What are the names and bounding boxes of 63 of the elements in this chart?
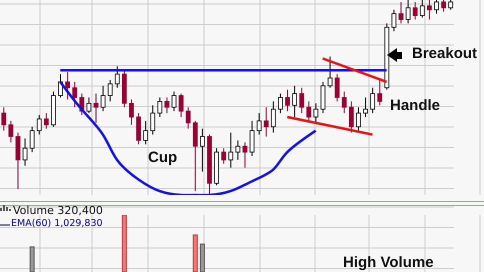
candlestick <box>100 85 106 112</box>
candlestick <box>178 93 184 118</box>
candlestick <box>36 114 42 136</box>
candlestick <box>235 140 240 160</box>
candlestick <box>30 126 35 153</box>
candlestick <box>228 132 234 168</box>
candlestick <box>65 72 70 100</box>
candlestick <box>278 93 283 114</box>
candlestick <box>412 1 418 20</box>
candlestick <box>22 138 28 166</box>
candlestick <box>221 148 226 164</box>
candlestick <box>16 132 20 190</box>
candlestick <box>150 104 156 136</box>
candlestick <box>427 0 432 20</box>
candlestick <box>377 78 382 106</box>
candlestick <box>299 87 304 114</box>
candlestick <box>285 89 290 112</box>
candlestick <box>114 66 120 88</box>
candlestick <box>256 112 262 136</box>
candlestick <box>370 87 376 114</box>
candlestick <box>172 91 176 112</box>
candlestick <box>306 100 312 122</box>
candlestick <box>250 120 254 156</box>
annotation: EMA(60) 1,029,830 <box>11 218 103 229</box>
bar <box>192 234 198 272</box>
candlestick <box>392 9 396 32</box>
annotation: Cup <box>148 149 178 166</box>
bar <box>200 244 205 272</box>
candlestick <box>356 106 361 132</box>
candlestick <box>8 120 14 143</box>
candlestick <box>157 97 162 118</box>
candlestick <box>136 112 141 145</box>
candlestick <box>348 100 354 134</box>
candlestick <box>320 81 326 114</box>
candlestick <box>108 79 113 102</box>
candlestick <box>1 106 6 132</box>
candlestick <box>314 102 318 124</box>
candlestick <box>129 98 134 126</box>
candlestick <box>186 106 191 130</box>
candlestick <box>292 85 298 118</box>
candlestick <box>86 97 92 114</box>
candlestick <box>270 100 276 134</box>
candlestick <box>192 120 198 192</box>
candlestick <box>363 97 368 118</box>
candlestick <box>398 1 404 24</box>
candlestick <box>94 93 98 124</box>
annotation: Handle <box>390 97 440 114</box>
candlestick <box>143 120 148 145</box>
candlestick <box>164 97 170 114</box>
candlestick <box>342 91 347 114</box>
candlestick <box>328 56 332 88</box>
annotation: High Volume <box>343 254 434 271</box>
candlestick <box>441 0 446 12</box>
annotation: Volume 320,400 <box>13 204 103 217</box>
annotation: Breakout <box>412 45 478 62</box>
bar <box>122 215 127 272</box>
candlestick <box>200 128 205 172</box>
candlestick <box>264 106 269 137</box>
candlestick <box>334 74 340 102</box>
bar <box>30 246 35 272</box>
candlestick <box>242 142 248 168</box>
candlestick <box>44 112 49 130</box>
candlestick <box>72 81 78 108</box>
